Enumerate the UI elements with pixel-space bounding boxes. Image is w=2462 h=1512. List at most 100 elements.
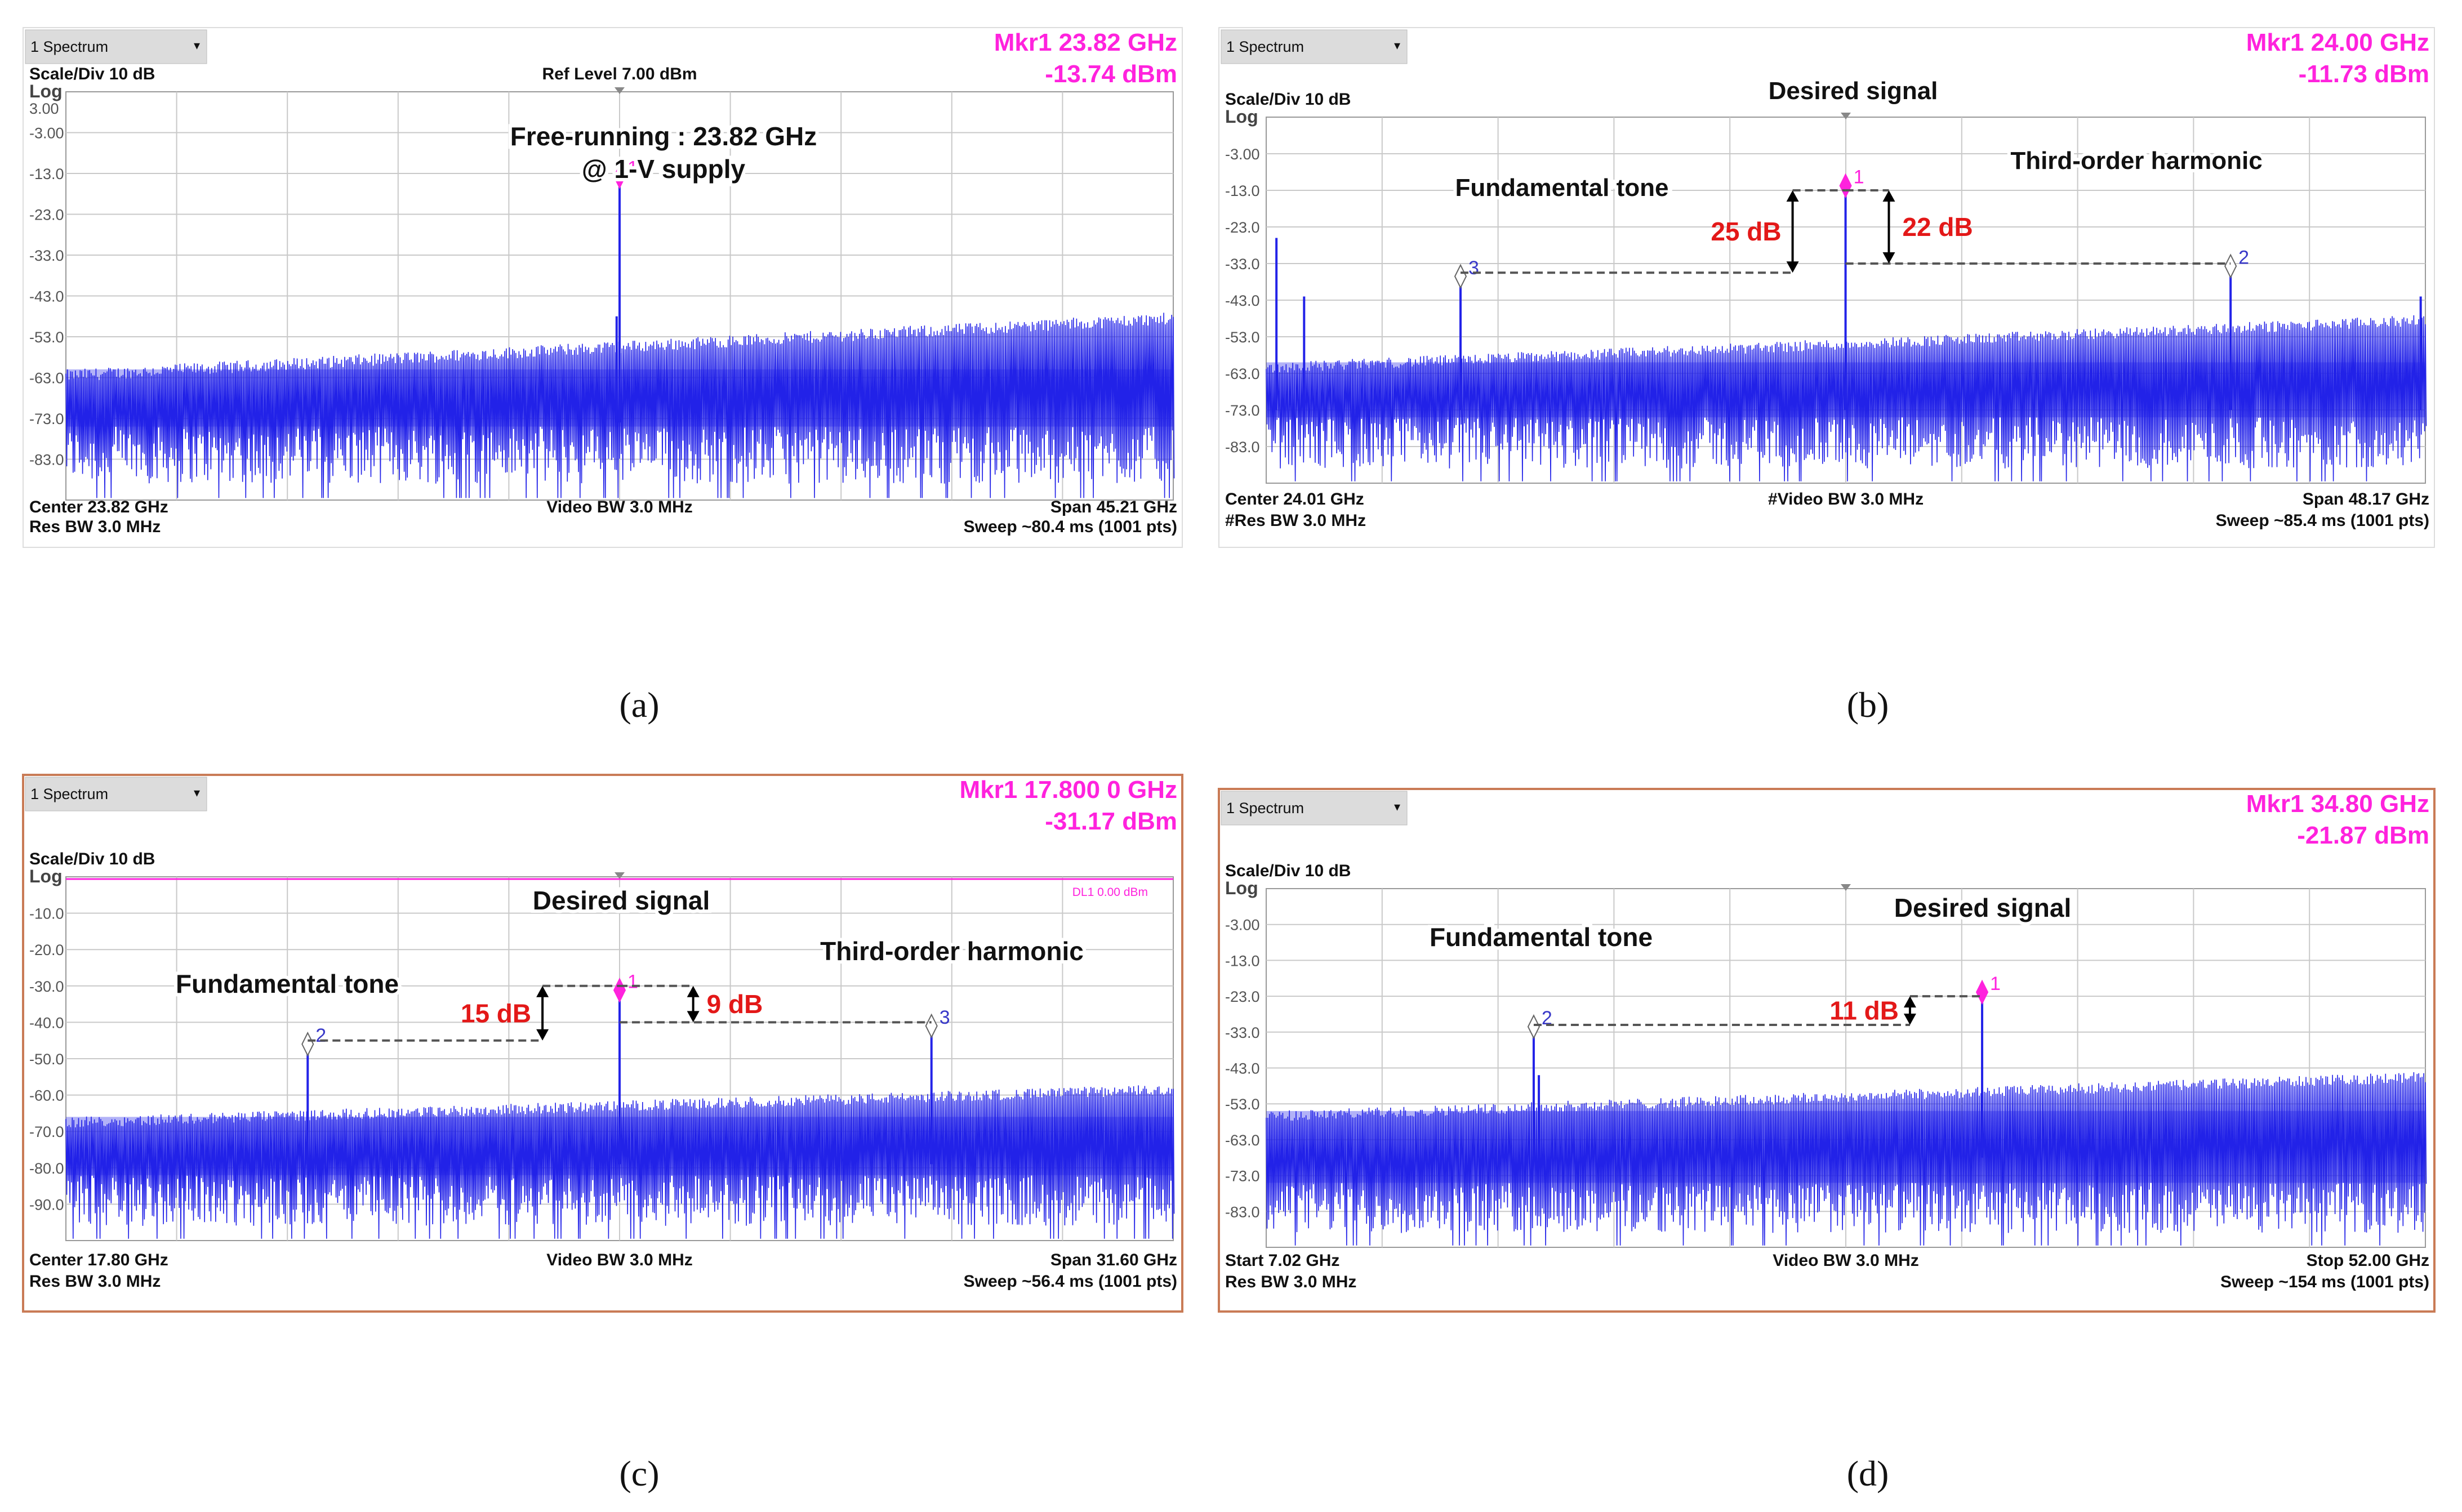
ref-level-label: Ref Level 7.00 dBm <box>542 65 697 83</box>
y-tick-label: -40.0 <box>29 1014 64 1031</box>
spectrum-chart-d: 1 Spectrum ▾ Mkr1 34.80 GHz -21.87 dBm Scale… <box>1218 788 2436 1313</box>
y-tick-label: -80.0 <box>29 1160 64 1177</box>
arrow-down-icon <box>536 1029 549 1041</box>
footer-span: Span 48.17 GHz <box>2303 490 2429 509</box>
y-tick-label: -43.0 <box>1225 1060 1260 1077</box>
marker-readout-level: -11.73 dBm <box>2299 60 2429 88</box>
y-tick-label: -53.0 <box>1225 329 1260 346</box>
y-tick-label: -43.0 <box>1225 292 1260 309</box>
annotation-text: Desired signal <box>1769 77 1938 105</box>
footer-res-bw: Res BW 3.0 MHz <box>1225 1273 1356 1291</box>
chevron-down-icon: ▾ <box>1394 38 1400 52</box>
scale-label: Scale/Div 10 dB <box>1225 90 1351 109</box>
marker-readout-level: -31.17 dBm <box>1045 808 1177 835</box>
footer-video-bw: Video BW 3.0 MHz <box>546 498 692 516</box>
measurement-label: 9 dB <box>707 989 763 1019</box>
measurement-label: 11 dB <box>1829 996 1899 1025</box>
center-freq-icon <box>615 872 625 879</box>
marker-diamond-icon <box>1527 1014 1541 1040</box>
arrow-up-icon <box>1882 190 1895 202</box>
footer-center-freq: Center 24.01 GHz <box>1225 490 1364 509</box>
log-label: Log <box>29 866 63 886</box>
footer-center-freq: Center 17.80 GHz <box>29 1251 168 1269</box>
footer-center-freq: Center 23.82 GHz <box>29 498 168 516</box>
chevron-down-icon: ▾ <box>194 786 200 800</box>
y-tick-label: -3.00 <box>1225 917 1260 934</box>
marker-readout-freq: Mkr1 34.80 GHz <box>2246 790 2429 818</box>
caption-a: (a) <box>619 685 660 725</box>
annotation-text: Fundamental tone <box>1430 922 1653 952</box>
y-tick-label: 3.00 <box>29 100 59 117</box>
spectrum-tab-label: 1 Spectrum <box>1226 800 1304 817</box>
y-tick-label: -53.0 <box>1225 1096 1260 1113</box>
y-tick-label: -90.0 <box>29 1196 64 1213</box>
y-tick-label: -83.0 <box>29 452 64 469</box>
caption-c: (c) <box>619 1453 660 1493</box>
y-tick-label: -70.0 <box>29 1123 64 1140</box>
y-tick-label: -43.0 <box>29 288 64 305</box>
caption-d: (d) <box>1846 1453 1889 1493</box>
spectrum-chart-a: 1 Spectrum ▾ Mkr1 23.82 GHz -13.74 dBm Scale… <box>23 27 1183 548</box>
arrow-up-icon <box>1903 996 1916 1008</box>
center-freq-icon <box>1841 113 1851 119</box>
spectrum-tab-label: 1 Spectrum <box>30 786 108 802</box>
spectrum-tab <box>1221 791 1408 826</box>
marker-number: 2 <box>315 1025 326 1046</box>
y-tick-label: -20.0 <box>29 942 64 958</box>
y-tick-label: -30.0 <box>29 978 64 995</box>
marker-number: 2 <box>2238 247 2249 269</box>
marker-readout-freq: Mkr1 23.82 GHz <box>994 29 1177 56</box>
annotation-text: @ 1-V supply <box>582 154 746 184</box>
noise-trace <box>1266 1072 2427 1246</box>
annotation-text: Third-order harmonic <box>2010 147 2262 175</box>
spectrum-tab-label: 1 Spectrum <box>1226 38 1304 55</box>
annotation-text: Desired signal <box>533 886 710 915</box>
spectrum-panel-c: 1 Spectrum ▾ Mkr1 17.800 0 GHz -31.17 dBm Sc… <box>22 774 1183 1313</box>
footer-center-freq: Start 7.02 GHz <box>1225 1251 1339 1270</box>
y-tick-label: -23.0 <box>1225 219 1260 236</box>
marker-readout-level: -21.87 dBm <box>2297 822 2429 849</box>
footer-span: Stop 52.00 GHz <box>2307 1251 2429 1270</box>
y-tick-label: -73.0 <box>1225 402 1260 419</box>
marker-diamond-icon <box>2224 253 2237 279</box>
y-tick-label: -63.0 <box>1225 365 1260 382</box>
arrow-up-icon <box>536 985 549 997</box>
y-tick-label: -23.0 <box>29 207 64 224</box>
chevron-down-icon: ▾ <box>1394 800 1400 814</box>
annotation-text: Third-order harmonic <box>820 936 1084 966</box>
log-label: Log <box>1225 878 1258 898</box>
footer-res-bw: #Res BW 3.0 MHz <box>1225 511 1366 530</box>
arrow-up-icon <box>1786 190 1799 202</box>
footer-res-bw: Res BW 3.0 MHz <box>29 518 161 536</box>
footer-res-bw: Res BW 3.0 MHz <box>29 1272 161 1291</box>
spectrum-chart-c: 1 Spectrum ▾ Mkr1 17.800 0 GHz -31.17 dBm Sc… <box>22 774 1183 1313</box>
marker-diamond-icon <box>1975 979 1989 1005</box>
spectrum-chart-b: 1 Spectrum ▾ Mkr1 24.00 GHz -11.73 dBm Scale… <box>1218 27 2435 548</box>
arrow-up-icon <box>687 985 700 997</box>
marker-number: 1 <box>1854 167 1864 188</box>
y-tick-label: -50.0 <box>29 1051 64 1068</box>
y-tick-label: -73.0 <box>29 411 64 427</box>
arrow-down-icon <box>1882 252 1895 264</box>
marker-readout-level: -13.74 dBm <box>1045 60 1177 88</box>
y-tick-label: -3.00 <box>1225 146 1260 163</box>
marker-readout-freq: Mkr1 24.00 GHz <box>2246 29 2429 56</box>
spectrum-tab <box>25 777 207 811</box>
spectrum-tab <box>25 29 207 64</box>
marker-readout-freq: Mkr1 17.800 0 GHz <box>960 776 1177 804</box>
y-tick-label: -33.0 <box>1225 1024 1260 1041</box>
footer-video-bw: Video BW 3.0 MHz <box>546 1251 692 1269</box>
log-label: Log <box>29 81 63 101</box>
y-tick-label: -33.0 <box>1225 256 1260 273</box>
footer-sweep: Sweep ~56.4 ms (1001 pts) <box>964 1272 1177 1291</box>
marker-number: 3 <box>1468 257 1479 279</box>
footer-sweep: Sweep ~85.4 ms (1001 pts) <box>2216 511 2429 530</box>
log-label: Log <box>1225 106 1258 127</box>
spectrum-panel-b: 1 Spectrum ▾ Mkr1 24.00 GHz -11.73 dBm Scale… <box>1218 27 2435 548</box>
annotation-text: Fundamental tone <box>176 969 399 998</box>
spectrum-tab <box>1221 29 1408 64</box>
center-freq-icon <box>1841 884 1851 891</box>
y-tick-label: -83.0 <box>1225 1203 1260 1220</box>
footer-span: Span 45.21 GHz <box>1050 498 1177 516</box>
spectrum-panel-a: 1 Spectrum ▾ Mkr1 23.82 GHz -13.74 dBm Scale… <box>23 27 1183 548</box>
